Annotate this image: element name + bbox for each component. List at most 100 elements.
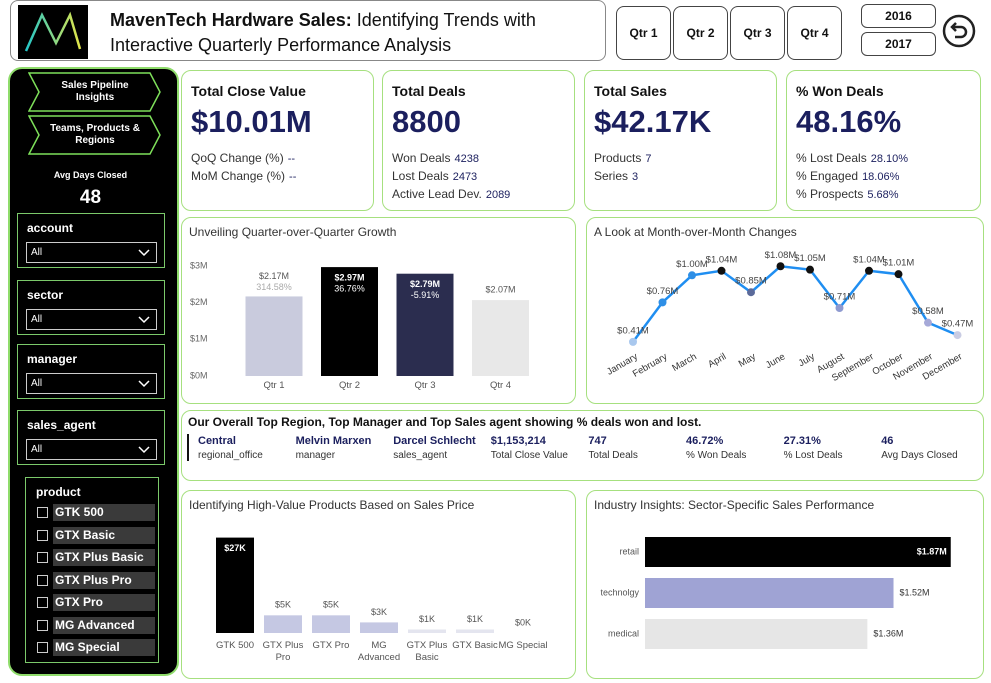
quarter-button[interactable]: Qtr 1: [616, 6, 671, 60]
point: [747, 288, 755, 297]
value-label: $1.36M: [873, 628, 903, 638]
summary-label: regional_office: [198, 450, 263, 461]
dropdown[interactable]: All: [26, 242, 157, 263]
nav-button[interactable]: Teams, Products & Regions: [28, 115, 161, 155]
kpi-line-value: 3: [632, 171, 639, 183]
kpi-title: Total Deals: [392, 83, 466, 99]
header: MavenTech Hardware Sales: Identifying Tr…: [10, 0, 606, 61]
bar: [472, 300, 529, 376]
value-label: $0.41M: [617, 325, 649, 336]
quarter-button[interactable]: Qtr 2: [673, 6, 728, 60]
y-tick-label: $0M: [190, 370, 208, 380]
summary-value: Central: [198, 435, 236, 447]
y-tick-label: medical: [608, 628, 639, 638]
quarter-button[interactable]: Qtr 3: [730, 6, 785, 60]
value-label: $0K: [515, 617, 531, 627]
title-bold: MavenTech Hardware Sales:: [110, 10, 352, 30]
option-label: GTX Basic: [53, 526, 155, 544]
dropdown-value: All: [31, 378, 43, 389]
dropdown[interactable]: All: [26, 439, 157, 460]
x-tick-label: MG Special: [498, 640, 548, 651]
kpi-line-value: 4238: [454, 153, 479, 165]
x-tick-label: March: [670, 351, 698, 374]
product-option[interactable]: MG Advanced: [26, 616, 158, 635]
y-tick-label: technolgy: [600, 587, 639, 597]
chevron-line: [138, 446, 150, 454]
filter: sales_agent All: [17, 410, 165, 465]
chevron-line: [138, 316, 150, 324]
bar: [645, 578, 894, 608]
kpi-value: $42.17K: [594, 104, 712, 139]
x-tick-label: July: [797, 351, 817, 369]
value-label: $2.79M: [410, 279, 440, 289]
kpi-line-label: Won Deals: [392, 151, 451, 165]
kpi-line: QoQ Change (%) --: [191, 151, 295, 165]
summary-value: 747: [588, 435, 607, 447]
bar: [321, 267, 378, 376]
back-button[interactable]: [942, 14, 976, 48]
x-tick-label: June: [764, 351, 787, 371]
nav-label: Sales Pipeline Insights: [61, 80, 129, 103]
filter: sector All: [17, 280, 165, 335]
change-label: 314.58%: [256, 282, 292, 292]
y-tick-label: $1M: [190, 334, 208, 344]
value-label: $1.87M: [917, 546, 947, 556]
x-tick-label: April: [706, 351, 728, 370]
value-label: $1.00M: [676, 259, 708, 270]
product-option[interactable]: GTX Basic: [26, 526, 158, 545]
summary-label: Total Close Value: [490, 450, 568, 461]
year-button[interactable]: 2017: [861, 32, 936, 56]
nav-button[interactable]: Sales Pipeline Insights: [28, 72, 161, 112]
value-label: $1.01M: [883, 258, 915, 269]
product-option[interactable]: MG Special: [26, 639, 158, 657]
summary-value: $1,153,214: [490, 435, 546, 447]
logo: [18, 5, 88, 59]
summary-value: 46.72%: [686, 435, 724, 447]
x-tick-label: Qtr 1: [263, 380, 285, 391]
chevron-line: [138, 249, 150, 257]
kpi-title: Total Close Value: [191, 83, 306, 99]
year-button[interactable]: 2016: [861, 4, 936, 28]
product-option[interactable]: GTK 500: [26, 504, 158, 522]
nav-shape: [28, 72, 161, 112]
y-tick-label: retail: [619, 546, 639, 556]
line: [631, 264, 958, 343]
dropdown-value: All: [31, 444, 43, 455]
title-rest: Identifying Trends with Interactive Quar…: [110, 10, 536, 55]
kpi-card: % Won Deals 48.16% % Lost Deals 28.10% % Eng…: [786, 70, 981, 211]
chevron-line: [138, 380, 150, 388]
header-title: MavenTech Hardware Sales: Identifying Tr…: [110, 8, 560, 58]
x-tick-label: GTK 500: [215, 640, 255, 651]
dropdown[interactable]: All: [26, 309, 157, 330]
chart-card: retail $1.87M technolgy $1.52M medical $1.36M…: [586, 490, 984, 679]
value-label: $0.71M: [824, 292, 856, 303]
product-option[interactable]: GTX Plus Pro: [26, 571, 158, 590]
summary-label: Avg Days Closed: [881, 450, 958, 461]
value-label: $1.05M: [794, 253, 826, 264]
chart: retail $1.87M technolgy $1.52M medical $1.36M: [600, 537, 951, 649]
point: [894, 270, 903, 279]
dropdown[interactable]: All: [26, 373, 157, 394]
chart-title: A Look at Month-over-Month Changes: [594, 225, 797, 239]
summary-label: sales_agent: [393, 450, 448, 461]
kpi-line-value: --: [289, 171, 297, 183]
product-option[interactable]: GTX Plus Basic: [26, 549, 158, 567]
kpi-value: 48.16%: [796, 104, 902, 139]
chevron: [138, 316, 150, 324]
kpi-line: Lost Deals 2473: [392, 169, 477, 183]
option-label: MG Special: [53, 639, 155, 656]
kpi-line-label: % Engaged: [796, 169, 859, 183]
summary-divider: [187, 434, 189, 461]
product-option[interactable]: GTX Pro: [26, 594, 158, 612]
nav-outline: [28, 115, 161, 155]
filter: account All: [17, 213, 165, 268]
checkbox: [37, 642, 48, 653]
option-label: GTX Plus Basic: [53, 549, 155, 566]
quarter-button[interactable]: Qtr 4: [787, 6, 842, 60]
nav-outline: [28, 72, 161, 112]
point: [629, 337, 637, 346]
value-label: $2.97M: [334, 272, 364, 282]
summary-value: Melvin Marxen: [295, 435, 372, 447]
bar: [216, 537, 254, 633]
summary-title: Our Overall Top Region, Top Manager and …: [188, 415, 702, 429]
